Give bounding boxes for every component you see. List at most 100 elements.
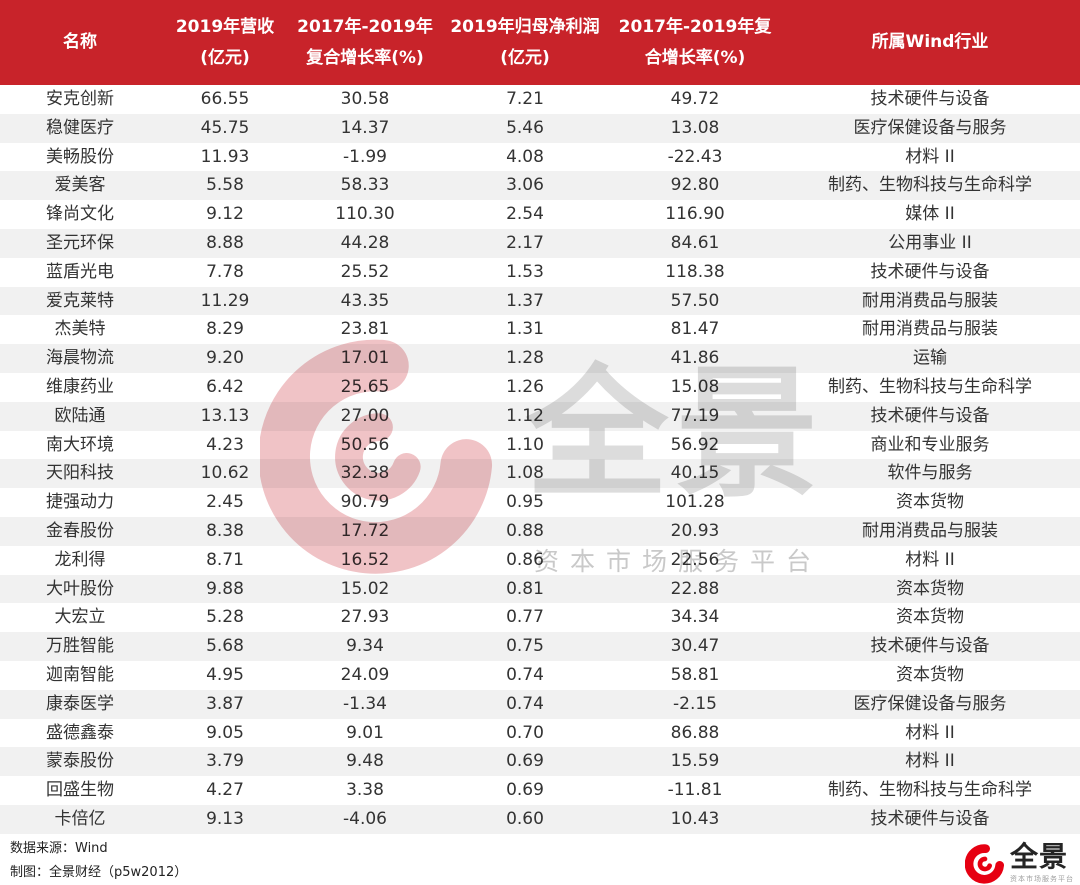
cell-net-profit-2019: 1.08 [506,463,544,484]
cell-profit-cagr: 49.72 [670,89,720,109]
cell-name: 杰美特 [54,319,106,340]
table-row: 稳健医疗 45.75 14.37 5.46 13.08 医疗保健设备与服务 [0,113,1080,143]
cell-net-profit-2019: 7.21 [506,89,544,109]
col-header-label: 2019年营收 [175,16,275,37]
cell-net-profit-2019: 0.88 [506,520,544,541]
cell-profit-cagr: 20.93 [670,520,720,541]
cell-revenue-2019: 4.23 [206,434,244,455]
cell-revenue-cagr: -4.06 [343,808,387,829]
cell-industry: 材料 II [905,146,955,167]
cell-industry: 商业和专业服务 [870,434,990,455]
col-header-profit-cagr: 2017年-2019年复 合增长率(%) [610,0,780,85]
cell-revenue-2019: 5.58 [206,175,244,196]
cell-profit-cagr: -2.15 [673,693,717,714]
table-row: 康泰医学 3.87 -1.34 0.74 -2.15 医疗保健设备与服务 [0,689,1080,719]
table-row: 维康药业 6.42 25.65 1.26 15.08 制药、生物科技与生命科学 [0,373,1080,402]
cell-name: 捷强动力 [46,492,114,513]
cell-revenue-cagr: 44.28 [340,232,390,253]
cell-profit-cagr: 77.19 [670,405,720,426]
cell-industry: 资本货物 [896,664,964,685]
cell-profit-cagr: 81.47 [670,319,720,340]
cell-name: 安克创新 [46,89,114,109]
cell-profit-cagr: 40.15 [670,463,720,484]
cell-revenue-cagr: 50.56 [340,434,390,455]
cell-name: 爱美客 [54,175,106,196]
cell-name: 万胜智能 [46,636,114,657]
cell-name: 海晨物流 [46,348,114,369]
col-header-label: 2019年归母净利润 [450,16,600,37]
cell-industry: 耐用消费品与服装 [862,290,998,311]
cell-name: 卡倍亿 [54,808,106,829]
cell-profit-cagr: -11.81 [667,780,723,801]
cell-revenue-cagr: 15.02 [340,578,390,599]
cell-net-profit-2019: 0.69 [506,780,544,801]
cell-revenue-2019: 11.93 [200,146,250,167]
cell-industry: 技术硬件与设备 [870,89,990,109]
cell-net-profit-2019: 0.95 [506,492,544,513]
cell-industry: 制药、生物科技与生命科学 [828,376,1032,397]
cell-revenue-2019: 66.55 [200,89,250,109]
table-row: 迦南智能 4.95 24.09 0.74 58.81 资本货物 [0,661,1080,690]
cell-profit-cagr: 15.08 [670,376,720,397]
cell-revenue-cagr: 32.38 [340,463,390,484]
cell-net-profit-2019: 2.17 [506,232,544,253]
cell-revenue-2019: 3.79 [206,751,244,772]
cell-net-profit-2019: 1.12 [506,405,544,426]
cell-revenue-2019: 9.05 [206,722,244,743]
table-row: 天阳科技 10.62 32.38 1.08 40.15 软件与服务 [0,459,1080,489]
cell-profit-cagr: 116.90 [665,204,725,225]
cell-net-profit-2019: 0.86 [506,549,544,570]
cell-name: 天阳科技 [46,463,114,484]
cell-industry: 技术硬件与设备 [870,636,990,657]
cell-profit-cagr: 13.08 [670,117,720,138]
table-row: 卡倍亿 9.13 -4.06 0.60 10.43 技术硬件与设备 [0,804,1080,834]
table-row: 蒙泰股份 3.79 9.48 0.69 15.59 材料 II [0,747,1080,777]
cell-profit-cagr: 10.43 [670,808,720,829]
cell-revenue-cagr: 23.81 [340,319,390,340]
col-header-wind-industry: 所属Wind行业 [780,0,1080,85]
cell-revenue-2019: 8.71 [206,549,244,570]
cell-profit-cagr: 92.80 [670,175,720,196]
cell-name: 蓝盾光电 [46,261,114,282]
cell-net-profit-2019: 0.75 [506,636,544,657]
cell-revenue-cagr: 25.65 [340,376,390,397]
cell-revenue-cagr: 9.01 [346,722,384,743]
cell-net-profit-2019: 0.81 [506,578,544,599]
cell-industry: 制药、生物科技与生命科学 [828,175,1032,196]
cell-revenue-cagr: 24.09 [340,664,390,685]
cell-name: 龙利得 [54,549,106,570]
cell-profit-cagr: 56.92 [670,434,720,455]
cell-revenue-2019: 45.75 [200,117,250,138]
cell-name: 爱克莱特 [46,290,114,311]
panorama-swirl-logo-icon [965,843,1004,884]
cell-profit-cagr: 58.81 [670,664,720,685]
cell-profit-cagr: 34.34 [670,607,720,628]
cell-net-profit-2019: 1.37 [506,290,544,311]
cell-revenue-2019: 4.27 [206,780,244,801]
cell-name: 大宏立 [54,607,106,628]
cell-net-profit-2019: 0.74 [506,693,544,714]
table-row: 龙利得 8.71 16.52 0.86 22.56 材料 II [0,546,1080,575]
cell-profit-cagr: 57.50 [670,290,720,311]
data-source-note: 数据来源：Wind [10,841,108,856]
cell-net-profit-2019: 0.77 [506,607,544,628]
cell-revenue-2019: 2.45 [206,492,244,513]
cell-revenue-cagr: -1.34 [343,693,387,714]
cell-revenue-2019: 11.29 [200,290,250,311]
cell-net-profit-2019: 0.69 [506,751,544,772]
cell-revenue-2019: 9.13 [206,808,244,829]
table-row: 海晨物流 9.20 17.01 1.28 41.86 运输 [0,344,1080,373]
table-row: 杰美特 8.29 23.81 1.31 81.47 耐用消费品与服装 [0,315,1080,344]
cell-profit-cagr: 15.59 [670,751,720,772]
table-body: 安克创新 66.55 30.58 7.21 49.72 技术硬件与设备 稳健医疗 45.75 1… [0,85,1080,834]
table-row: 安克创新 66.55 30.58 7.21 49.72 技术硬件与设备 [0,85,1080,114]
cell-net-profit-2019: 2.54 [506,204,544,225]
cell-revenue-cagr: 17.72 [340,520,390,541]
cell-revenue-2019: 8.29 [206,319,244,340]
cell-industry: 媒体 II [905,204,955,225]
cell-net-profit-2019: 1.31 [506,319,544,340]
cell-net-profit-2019: 5.46 [506,117,544,138]
cell-revenue-2019: 9.12 [206,204,244,225]
cell-industry: 资本货物 [896,578,964,599]
footer-notes: 数据来源：Wind 制图：全景财经（p5w2012） [10,837,187,885]
